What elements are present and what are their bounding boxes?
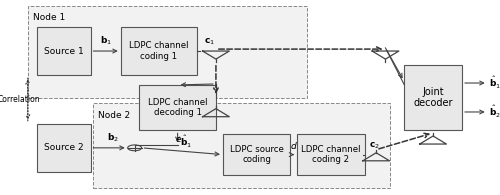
Text: LDPC channel
coding 1: LDPC channel coding 1 xyxy=(130,41,189,61)
Text: $\mathbf{c}_1$: $\mathbf{c}_1$ xyxy=(204,37,215,47)
Text: $\mathbf{c}_2$: $\mathbf{c}_2$ xyxy=(369,141,380,151)
Bar xyxy=(297,134,364,175)
Bar xyxy=(93,103,390,189)
Text: LDPC channel
coding 2: LDPC channel coding 2 xyxy=(301,145,360,164)
Text: LDPC source
coding: LDPC source coding xyxy=(230,145,283,164)
Bar xyxy=(223,134,290,175)
Bar xyxy=(140,85,216,130)
Text: $\mathbf{b}_1$: $\mathbf{b}_1$ xyxy=(100,35,112,47)
Text: Joint
decoder: Joint decoder xyxy=(414,87,453,108)
Bar xyxy=(28,5,306,97)
Text: $\mathbf{b}_2$: $\mathbf{b}_2$ xyxy=(106,132,118,144)
Text: Node 1: Node 1 xyxy=(34,13,66,22)
Text: $e$: $e$ xyxy=(175,135,182,144)
Text: $\hat{\mathbf{b}}_1$: $\hat{\mathbf{b}}_1$ xyxy=(180,134,192,150)
Text: Source 2: Source 2 xyxy=(44,143,84,152)
Text: $\hat{\mathbf{b}}_2$: $\hat{\mathbf{b}}_2$ xyxy=(488,104,500,120)
Text: Source 1: Source 1 xyxy=(44,47,84,56)
Text: Correlation: Correlation xyxy=(0,95,40,104)
Bar xyxy=(37,27,90,75)
Text: $\hat{\mathbf{b}}_1$: $\hat{\mathbf{b}}_1$ xyxy=(488,75,500,91)
Text: $d$: $d$ xyxy=(290,140,298,151)
Bar xyxy=(404,65,462,130)
Bar xyxy=(120,27,198,75)
Text: LDPC channel
decoding 1: LDPC channel decoding 1 xyxy=(148,98,208,117)
Text: Node 2: Node 2 xyxy=(98,111,130,120)
Bar xyxy=(37,124,90,172)
